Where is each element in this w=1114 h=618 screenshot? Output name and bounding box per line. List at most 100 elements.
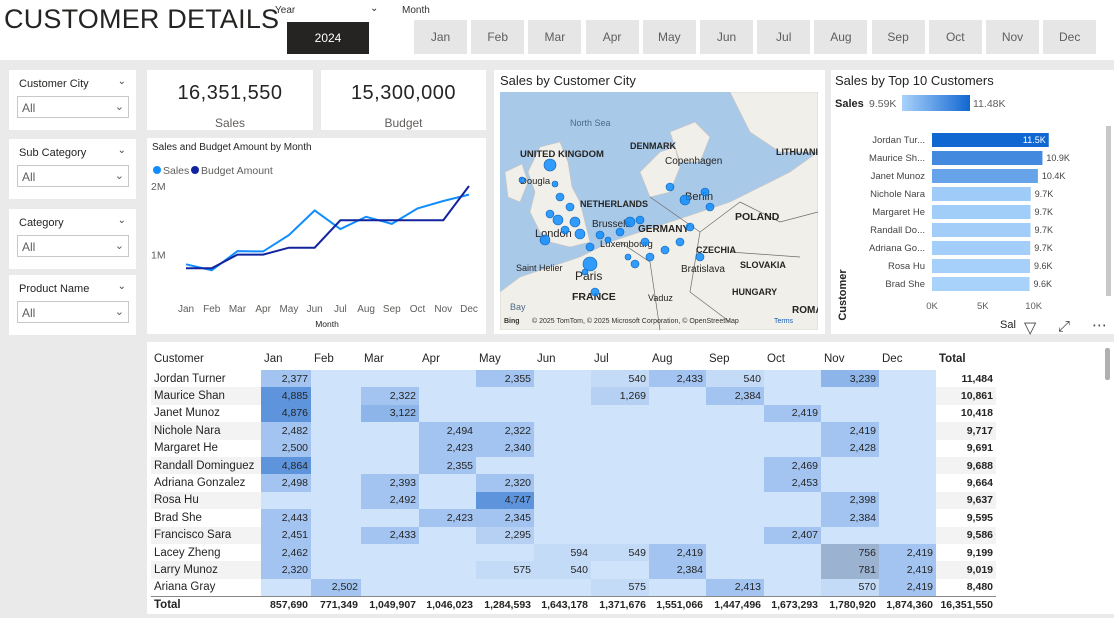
- city-sales-bubble[interactable]: [569, 216, 581, 228]
- column-header[interactable]: Customer: [154, 353, 204, 365]
- table-row[interactable]: Adriana Gonzalez 2,498 2,393 2,320 2,453 9,66…: [151, 474, 996, 492]
- city-sales-bubble[interactable]: [595, 230, 605, 240]
- customer-bar[interactable]: [932, 241, 1031, 255]
- table-row[interactable]: Nichole Nara 2,482 2,494 2,322 2,419 9,717: [151, 422, 996, 440]
- chevron-down-icon[interactable]: ⌄: [117, 76, 126, 87]
- more-options-icon[interactable]: ⋯: [1092, 317, 1107, 334]
- month-button-apr[interactable]: Apr: [585, 20, 639, 54]
- city-sales-bubble[interactable]: [585, 242, 595, 252]
- city-sales-bubble[interactable]: [679, 194, 691, 206]
- city-sales-bubble[interactable]: [543, 158, 557, 172]
- month-button-feb[interactable]: Feb: [471, 20, 525, 54]
- table-row[interactable]: Margaret He 2,500 2,423 2,340 2,428 9,691: [151, 439, 996, 457]
- customer-bar[interactable]: [932, 205, 1031, 219]
- table-row[interactable]: Jordan Turner 2,377 2,355 540 2,433 540 3,239 1…: [151, 370, 996, 388]
- map-terms-link[interactable]: Terms: [774, 318, 794, 325]
- month-button-mar[interactable]: Mar: [528, 20, 582, 54]
- month-button-oct[interactable]: Oct: [928, 20, 982, 54]
- series-line-budget-amount[interactable]: [186, 185, 470, 270]
- series-line-sales[interactable]: [185, 193, 470, 272]
- year-chevron-icon[interactable]: ⌄: [370, 3, 379, 14]
- column-header[interactable]: May: [479, 353, 501, 365]
- city-sales-bubble[interactable]: [582, 256, 598, 272]
- customer-bar[interactable]: [932, 277, 1030, 291]
- column-header[interactable]: Nov: [824, 353, 845, 365]
- customer-bar[interactable]: [932, 133, 1049, 147]
- city-sales-bubble[interactable]: [581, 268, 589, 276]
- city-sales-bubble[interactable]: [624, 216, 636, 228]
- customer-bar[interactable]: [932, 223, 1031, 237]
- chevron-down-icon[interactable]: ⌄: [117, 215, 126, 226]
- table-row[interactable]: Brad She 2,443 2,423 2,345 2,384 9,595: [151, 509, 996, 527]
- city-sales-bubble[interactable]: [635, 215, 645, 225]
- city-sales-bubble[interactable]: [565, 202, 575, 212]
- city-sales-bubble[interactable]: [545, 209, 555, 219]
- city-sales-bubble[interactable]: [518, 176, 526, 184]
- column-header[interactable]: Sep: [709, 353, 730, 365]
- column-header[interactable]: Total: [939, 353, 966, 365]
- column-header[interactable]: Aug: [652, 353, 673, 365]
- month-button-sep[interactable]: Sep: [871, 20, 925, 54]
- chevron-down-icon[interactable]: ⌄: [117, 281, 126, 292]
- column-header[interactable]: Jan: [264, 353, 283, 365]
- year-selected-button[interactable]: 2024: [287, 22, 369, 54]
- city-sales-bubble[interactable]: [590, 287, 600, 297]
- top-customers-bar-chart[interactable]: Sales by Top 10 Customers Sales 9.59K 11.4…: [831, 70, 1114, 334]
- customer-city-dropdown[interactable]: All ⌄: [17, 96, 129, 118]
- city-sales-bubble[interactable]: [685, 222, 695, 232]
- city-sales-bubble[interactable]: [539, 234, 551, 246]
- sales-kpi-card[interactable]: 16,351,550 Sales: [147, 70, 313, 130]
- city-sales-bubble[interactable]: [624, 253, 632, 261]
- legend-label[interactable]: Budget Amount: [201, 165, 273, 177]
- table-row[interactable]: Janet Munoz 4,876 3,122 2,419 10,418: [151, 404, 996, 423]
- customer-bar[interactable]: [932, 169, 1038, 183]
- column-header[interactable]: Jun: [537, 353, 556, 365]
- city-sales-bubble[interactable]: [700, 187, 710, 197]
- month-button-nov[interactable]: Nov: [986, 20, 1039, 54]
- column-header[interactable]: Mar: [364, 353, 384, 365]
- column-header[interactable]: Jul: [594, 353, 609, 365]
- city-sales-bubble[interactable]: [675, 237, 685, 247]
- sales-by-city-map[interactable]: Sales by Customer City North Sea DENMARK C…: [494, 70, 825, 334]
- city-sales-bubble[interactable]: [665, 182, 675, 192]
- focus-mode-icon[interactable]: ⤢: [1058, 318, 1071, 335]
- sub-category-dropdown[interactable]: All ⌄: [17, 165, 129, 187]
- legend-label[interactable]: Sales: [163, 165, 189, 177]
- city-sales-bubble[interactable]: [551, 180, 559, 188]
- city-sales-bubble[interactable]: [640, 237, 650, 247]
- table-row[interactable]: Francisco Sara 2,451 2,433 2,295 2,407 9,586: [151, 526, 996, 544]
- city-sales-bubble[interactable]: [695, 252, 705, 262]
- table-row[interactable]: Randall Dominguez 4,864 2,355 2,469 9,688: [151, 456, 996, 475]
- month-button-jan[interactable]: Jan: [414, 20, 467, 54]
- city-sales-bubble[interactable]: [630, 259, 640, 269]
- chevron-down-icon[interactable]: ⌄: [117, 145, 126, 156]
- city-sales-bubble[interactable]: [560, 225, 570, 235]
- column-header[interactable]: Apr: [422, 353, 440, 365]
- sales-budget-line-chart[interactable]: Sales and Budget Amount by Month Sales Bu…: [147, 138, 486, 334]
- month-button-aug[interactable]: Aug: [814, 20, 868, 54]
- city-sales-bubble[interactable]: [555, 192, 565, 202]
- city-sales-bubble[interactable]: [615, 227, 625, 237]
- customer-bar[interactable]: [932, 187, 1031, 201]
- table-row[interactable]: Ariana Gray 2,502 575 2,413 570 2,419 8,480: [151, 578, 996, 597]
- table-row[interactable]: Lacey Zheng 2,462 594 549 2,419 756 2,419 9,199: [151, 543, 996, 562]
- city-sales-bubble[interactable]: [645, 252, 655, 262]
- city-sales-bubble[interactable]: [574, 228, 586, 240]
- month-button-jul[interactable]: Jul: [757, 20, 811, 54]
- month-button-jun[interactable]: Jun: [700, 20, 753, 54]
- column-header[interactable]: Dec: [882, 353, 903, 365]
- customer-bar[interactable]: [932, 259, 1030, 273]
- city-sales-bubble[interactable]: [552, 214, 564, 226]
- product-name-dropdown[interactable]: All ⌄: [17, 301, 129, 323]
- table-row[interactable]: Rosa Hu 2,492 4,747 2,398 9,637: [151, 491, 996, 510]
- month-button-may[interactable]: May: [642, 20, 696, 54]
- city-sales-bubble[interactable]: [705, 202, 715, 212]
- customer-bar[interactable]: [932, 151, 1043, 165]
- column-header[interactable]: Oct: [767, 353, 785, 365]
- column-header[interactable]: Feb: [314, 353, 334, 365]
- bar-chart-scrollbar[interactable]: [1106, 126, 1111, 296]
- city-sales-bubble[interactable]: [660, 245, 670, 255]
- month-button-dec[interactable]: Dec: [1043, 20, 1097, 54]
- category-dropdown[interactable]: All ⌄: [17, 235, 129, 257]
- table-row[interactable]: Maurice Shan 4,885 2,322 1,269 2,384 10,861: [151, 387, 996, 405]
